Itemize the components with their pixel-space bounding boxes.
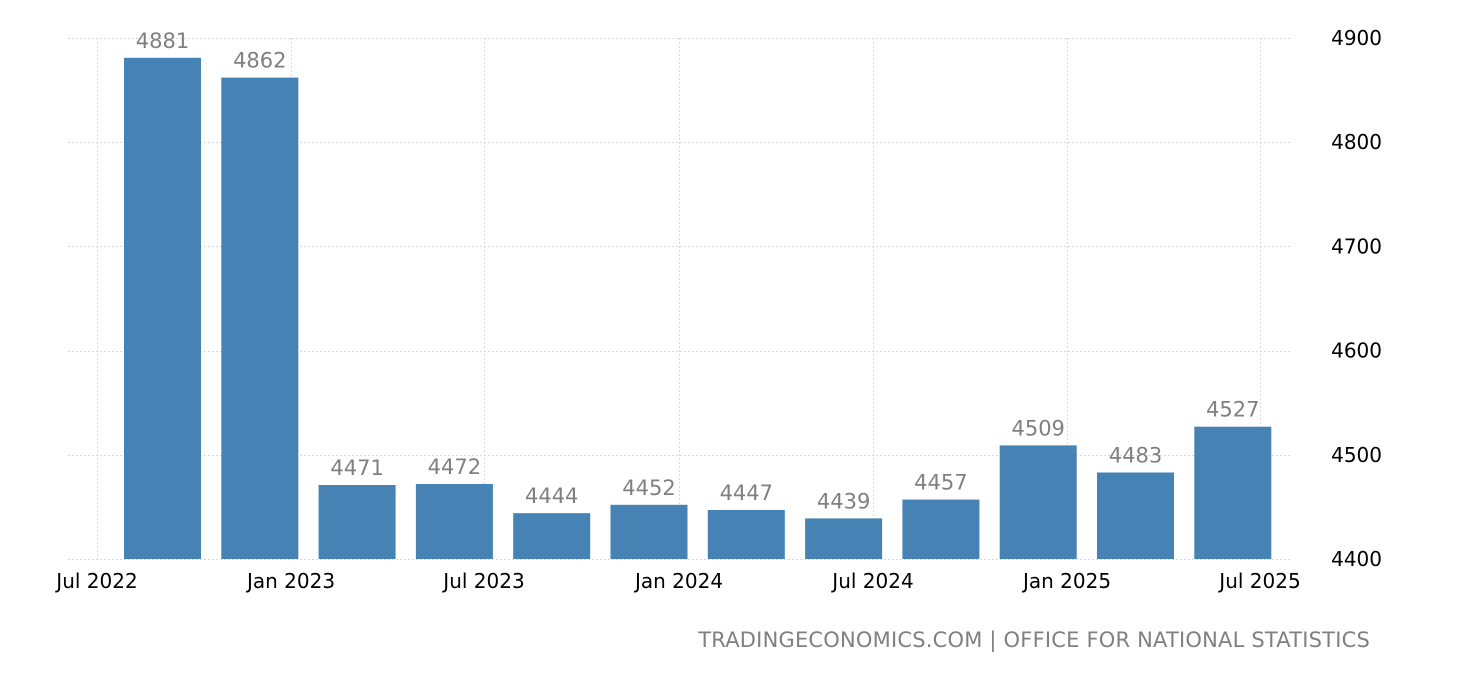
bar-value-label: 4447	[720, 481, 773, 505]
y-tick-label: 4900	[1331, 26, 1382, 50]
bar-value-label: 4439	[817, 489, 870, 513]
bar	[221, 77, 299, 559]
bar	[999, 445, 1077, 559]
chart-data-labels: 4881 4862 4471 4472 4444 4452 4447 4439 4457 4509…	[136, 29, 1260, 514]
bar	[610, 504, 688, 559]
bar-value-label: 4471	[330, 456, 383, 480]
bar-value-label: 4457	[914, 471, 967, 495]
bar	[415, 484, 493, 559]
bar-value-label: 4527	[1206, 398, 1259, 422]
bar-value-label: 4452	[622, 476, 675, 500]
y-tick-label: 4700	[1331, 234, 1382, 258]
x-axis: Jul 2022 Jan 2023 Jul 2023 Jan 2024 Jul 2024…	[54, 569, 1300, 593]
y-tick-label: 4500	[1331, 443, 1382, 467]
bar	[318, 485, 396, 559]
y-tick-label: 4800	[1331, 130, 1382, 154]
bar	[1097, 472, 1174, 559]
chart-bars	[124, 57, 1272, 560]
y-tick-label: 4600	[1331, 339, 1382, 363]
bar	[124, 57, 201, 560]
bar	[902, 499, 980, 559]
bar-value-label: 4509	[1011, 416, 1064, 440]
bar-value-label: 4444	[525, 484, 578, 508]
y-tick-label: 4400	[1331, 547, 1382, 571]
bar	[707, 510, 785, 559]
bar-value-label: 4483	[1109, 444, 1162, 468]
x-tick-label: Jul 2022	[54, 569, 137, 593]
bar	[1194, 426, 1272, 559]
bar	[805, 518, 883, 559]
x-tick-label: Jan 2025	[1021, 569, 1111, 593]
bar-value-label: 4472	[428, 455, 481, 479]
bar-value-label: 4862	[233, 49, 286, 73]
x-tick-label: Jan 2023	[245, 569, 335, 593]
bar	[513, 513, 591, 559]
x-tick-label: Jul 2023	[441, 569, 524, 593]
x-tick-label: Jul 2024	[830, 569, 913, 593]
bar-value-label: 4881	[136, 29, 189, 53]
x-tick-label: Jan 2024	[633, 569, 723, 593]
y-axis: 4400 4500 4600 4700 4800 4900	[1331, 26, 1382, 571]
source-attribution: TRADINGECONOMICS.COM | OFFICE FOR NATION…	[698, 628, 1370, 652]
x-tick-label: Jul 2025	[1217, 569, 1300, 593]
